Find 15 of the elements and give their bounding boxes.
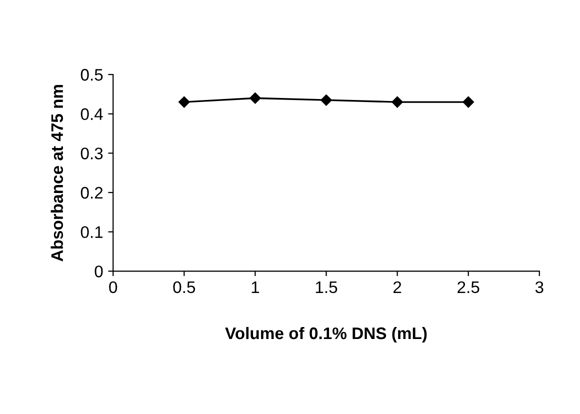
x-tick-label: 0.5 <box>173 281 196 294</box>
y-tick-label: 0.3 <box>80 148 103 160</box>
x-tick-label: 2 <box>394 281 402 293</box>
y-tick-label: 0 <box>94 266 103 278</box>
y-tick-label: 0.4 <box>80 108 103 120</box>
x-axis-title: Volume of 0.1% DNS (mL) <box>225 326 427 343</box>
x-tick-label: 0 <box>109 281 118 294</box>
y-tick-label: 0.2 <box>80 186 103 199</box>
y-tick-label: 0.1 <box>80 226 103 238</box>
x-tick-label: 1.5 <box>316 282 338 294</box>
y-axis-title: Absorbance at 475 nm <box>50 84 64 262</box>
x-tick-label: 2.5 <box>458 281 480 294</box>
y-tick-label: 0.5 <box>80 68 103 81</box>
x-tick-label: 1 <box>252 282 260 293</box>
x-tick-label: 3 <box>535 281 544 294</box>
